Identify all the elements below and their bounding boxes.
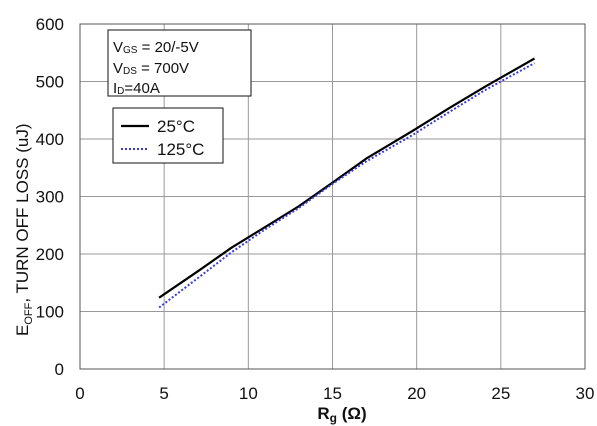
x-tick-label: 30 [576, 384, 595, 403]
x-tick-label: 5 [159, 384, 168, 403]
legend-label-25c: 25°C [157, 117, 195, 136]
y-tick-label: 400 [36, 130, 64, 149]
conditions-box: VGS = 20/-5V VDS = 700V ID=40A [107, 29, 252, 97]
x-axis-label-unit: (Ω) [337, 404, 367, 423]
y-tick-label: 600 [36, 15, 64, 34]
x-tick-labels: 0 5 10 15 20 25 30 [75, 384, 594, 403]
legend-frame [112, 107, 224, 164]
y-axis-label-main: E [13, 325, 32, 336]
y-tick-labels: 0 100 200 300 400 500 600 [36, 15, 64, 379]
y-axis-label-rest: , TURN OFF LOSS (uJ) [13, 124, 32, 303]
y-tick-label: 300 [36, 188, 64, 207]
x-tick-label: 15 [323, 384, 342, 403]
condition-vds: VDS = 700V [113, 60, 189, 77]
y-tick-label: 200 [36, 245, 64, 264]
plot-frame [79, 23, 586, 370]
x-axis-label: Rg (Ω) [317, 404, 366, 425]
condition-vgs: VGS = 20/-5V [113, 39, 199, 56]
x-tick-label: 20 [407, 384, 426, 403]
y-tick-label: 0 [55, 360, 64, 379]
legend-label-125c: 125°C [157, 140, 204, 159]
y-tick-label: 500 [36, 73, 64, 92]
legend: 25°C 125°C [112, 107, 224, 164]
x-tick-label: 0 [75, 384, 84, 403]
series-group [158, 57, 536, 309]
x-axis-label-sub: g [330, 411, 337, 425]
y-axis-label: EOFF, TURN OFF LOSS (uJ) [13, 124, 35, 337]
x-tick-label: 10 [239, 384, 258, 403]
series-line-125c [158, 62, 535, 309]
condition-id: ID=40A [113, 80, 160, 97]
y-tick-label: 100 [36, 303, 64, 322]
conditions-box-frame [107, 29, 252, 97]
x-axis-label-main: R [317, 404, 329, 423]
x-tick-label: 25 [491, 384, 510, 403]
y-axis-label-sub: OFF [23, 302, 35, 324]
